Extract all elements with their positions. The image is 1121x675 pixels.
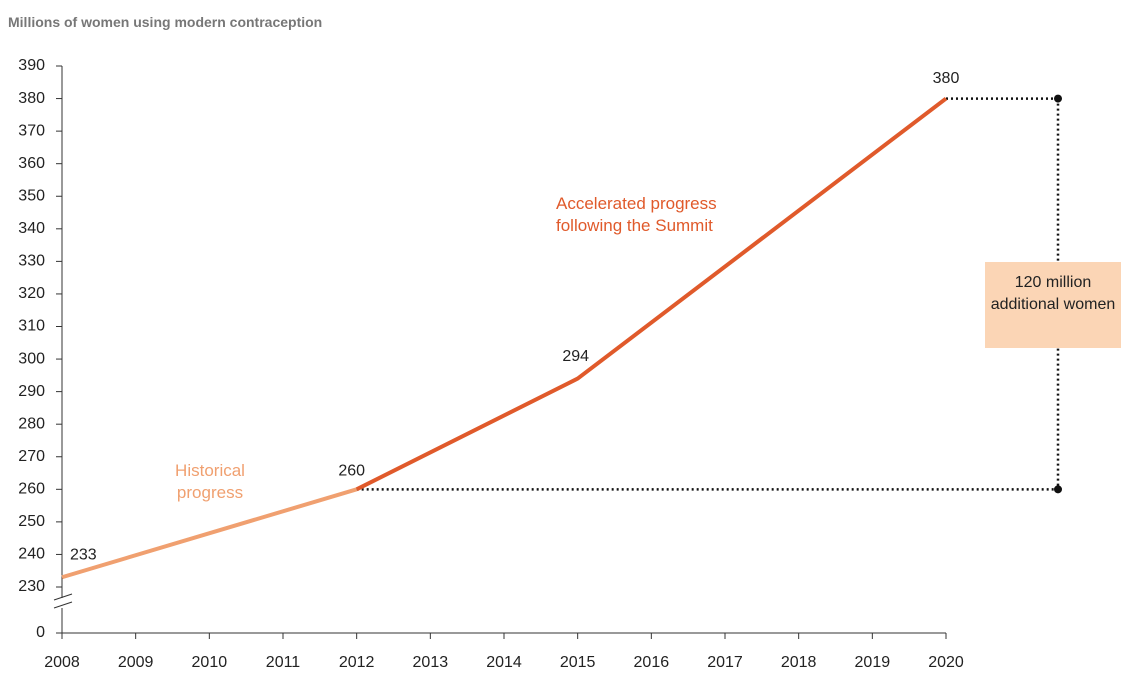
x-tick-label: 2015 [560,654,596,671]
y-tick-label: 290 [18,383,45,400]
data-label: 260 [338,463,365,480]
annotation: 120 million additional women [990,274,1116,313]
data-label: 294 [562,348,589,365]
y-tick-label: 390 [18,57,45,74]
x-tick-label: 2020 [928,654,964,671]
x-tick-label: 2010 [192,654,228,671]
y-tick-label: 280 [18,415,45,432]
data-label: 233 [70,546,97,563]
axis-break [53,601,73,609]
x-tick-label: 2016 [634,654,670,671]
series-line [61,487,358,580]
x-tick-label: 2009 [118,654,154,671]
series-label: Accelerated progress following the Summi… [556,194,717,235]
bracket-dot [1054,485,1062,494]
series-line [355,96,948,492]
chart-title: Millions of women using modern contracep… [8,14,323,30]
x-tick-label: 2008 [44,654,80,671]
y-tick-label: 370 [18,122,45,139]
x-tick-label: 2017 [707,654,743,671]
y-tick-label: 240 [18,546,45,563]
y-tick-label: 300 [18,350,45,367]
y-tick-label: 380 [18,90,45,107]
y-tick-label: 340 [18,220,45,237]
y-tick-label: 360 [18,155,45,172]
y-tick-label: 320 [18,285,45,302]
axis-break [53,593,73,601]
y-tick-label: 330 [18,253,45,270]
y-tick-label: 260 [18,481,45,498]
x-tick-label: 2018 [781,654,817,671]
y-tick-label: 270 [18,448,45,465]
y-tick-label: 0 [36,624,45,641]
data-label: 380 [933,70,960,87]
series-label: Historical progress [175,461,245,502]
x-tick-label: 2014 [486,654,522,671]
x-tick-label: 2011 [266,654,301,671]
y-tick-label: 230 [18,578,45,595]
annotation-box [985,262,1121,348]
bracket-dot [1054,94,1062,103]
y-tick-label: 250 [18,513,45,530]
x-tick-label: 2013 [413,654,449,671]
x-tick-label: 2012 [339,654,375,671]
x-tick-label: 2019 [855,654,891,671]
y-tick-label: 350 [18,187,45,204]
y-tick-label: 310 [18,318,45,335]
